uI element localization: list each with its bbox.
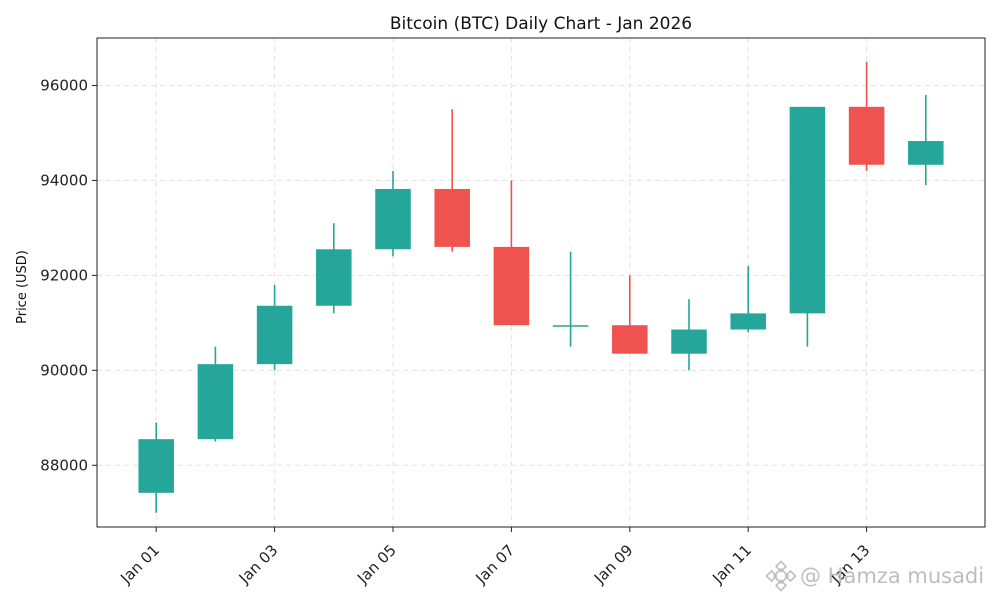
x-tick-label: Jan 03 — [235, 541, 282, 588]
candle-body — [493, 246, 530, 326]
candles — [138, 61, 944, 513]
x-tick-label: Jan 05 — [353, 541, 400, 588]
x-tick-label: Jan 11 — [708, 541, 755, 588]
y-axis-title: Price (USD) — [15, 250, 30, 324]
candle-body — [730, 313, 766, 330]
candle-body — [197, 364, 234, 440]
y-tick-label: 96000 — [40, 76, 88, 94]
chart-title: Bitcoin (BTC) Daily Chart - Jan 2026 — [390, 14, 692, 34]
y-tick-label: 94000 — [40, 171, 88, 189]
candle-body — [671, 329, 707, 354]
candle-body — [434, 188, 470, 247]
plot-frame — [96, 37, 986, 528]
candle-body — [789, 106, 826, 314]
watermark-text: @ Hamza musadi — [800, 564, 984, 588]
candle-body — [612, 325, 648, 354]
candle-body — [375, 188, 411, 250]
x-tick-label: Jan 09 — [590, 541, 637, 588]
y-tick-label: 92000 — [40, 266, 88, 284]
candle-body — [848, 106, 885, 165]
x-tick-label: Jan 01 — [116, 541, 163, 588]
watermark: @ Hamza musadi — [765, 560, 984, 592]
binance-diamond-icon — [765, 560, 797, 592]
candle-body — [552, 325, 589, 327]
x-tick-label: Jan 07 — [472, 541, 519, 588]
candle-body — [138, 439, 174, 493]
y-tick-label: 90000 — [40, 361, 88, 379]
candle-body — [316, 249, 352, 306]
candle-body — [908, 141, 944, 165]
candle-body — [256, 305, 293, 365]
y-tick-label: 88000 — [40, 456, 88, 474]
